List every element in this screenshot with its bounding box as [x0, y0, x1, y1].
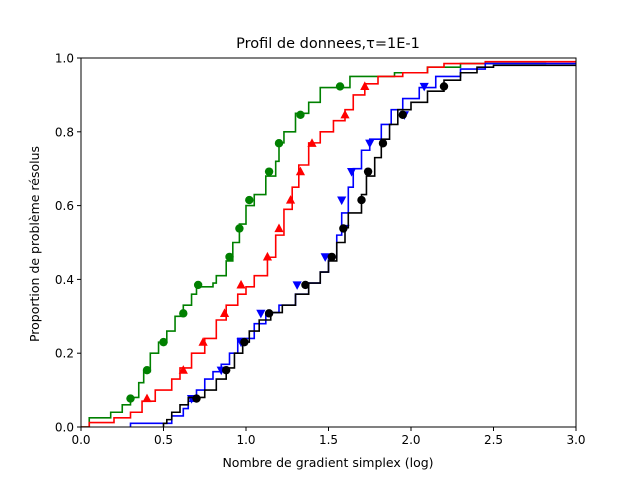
series-1-marker-6	[225, 252, 234, 262]
series-4-marker-5	[301, 280, 310, 290]
plot-area: 0.0 0.5 1.0 1.5 2.0 2.5 3.0 0.0 0.2 0.4 0.6 0.8 1.0	[55, 52, 586, 448]
series-4-marker-9	[363, 167, 373, 176]
series-2-marker-7	[274, 223, 284, 233]
series-2-marker-1	[142, 393, 152, 403]
series-4-marker-1	[192, 394, 201, 403]
series-1-marker-4	[179, 309, 188, 318]
series-4-marker-11	[398, 110, 407, 120]
series-1-marker-5	[193, 280, 203, 290]
chart-title: Profil de donnees,τ=1E-1	[236, 36, 420, 52]
series-2-marker-6	[262, 251, 273, 261]
x-tick-label-2: 0.5	[154, 433, 173, 447]
series-2-marker-5	[236, 279, 246, 289]
series-2-marker-2	[178, 365, 188, 374]
series-group	[81, 60, 576, 427]
series-2-marker-4	[219, 308, 230, 317]
series-1-marker-7	[235, 224, 244, 233]
x-tick-label-3: 1.0	[236, 433, 255, 447]
series-4-marker-4	[264, 309, 274, 318]
y-tick-label-2: 0.2	[55, 347, 74, 361]
y-tick-label-1: 0.0	[55, 421, 74, 435]
series-3-marker-4	[256, 309, 266, 319]
series-2-marker-3	[198, 337, 208, 346]
series-4-marker-8	[357, 195, 366, 205]
series-1-marker-3	[159, 337, 168, 347]
series-3-marker-8	[337, 196, 347, 206]
series-1-marker-12	[335, 82, 345, 91]
series-2-marker-8	[285, 195, 296, 204]
series-1-marker-1	[126, 394, 135, 403]
y-tick-label-5: 0.8	[55, 125, 74, 139]
series-2-marker-12	[360, 81, 370, 91]
series-3-marker-9	[347, 168, 357, 177]
x-tick-label-5: 2.0	[401, 433, 420, 447]
series-4-marker-12	[439, 82, 449, 91]
y-tick-label-3: 0.4	[55, 273, 74, 287]
series-4-marker-3	[240, 337, 249, 347]
series-4-marker-10	[378, 139, 388, 148]
series-4-line	[162, 64, 576, 427]
series-2-line	[81, 60, 576, 427]
y-axis-label: Proportion de problème résolus	[27, 146, 42, 342]
series-4-marker-6	[327, 252, 336, 262]
x-axis-label: Nombre de gradient simplex (log)	[222, 455, 433, 470]
series-4-marker-7	[339, 224, 348, 233]
series-2-marker-9	[295, 166, 306, 176]
series-2-marker-11	[340, 109, 350, 119]
series-1-marker-8	[245, 195, 254, 205]
series-1-marker-9	[264, 167, 274, 176]
x-tick-label-6: 2.5	[484, 433, 503, 447]
series-3-marker-5	[292, 281, 302, 290]
series-4-marker-2	[222, 365, 231, 375]
series-3-marker-12	[419, 82, 429, 92]
y-tick-label-4: 0.6	[55, 199, 74, 213]
series-3-marker-6	[320, 253, 330, 262]
series-2-marker-10	[307, 138, 317, 147]
x-tick-label-1: 0.0	[71, 433, 90, 447]
series-1-marker-11	[296, 110, 305, 120]
series-1-line	[81, 62, 547, 427]
x-tick-label-7: 3.0	[566, 433, 585, 447]
series-1-marker-2	[142, 365, 152, 375]
series-1-marker-10	[274, 139, 284, 148]
series-3-marker-10	[365, 139, 375, 149]
x-tick-label-4: 1.5	[319, 433, 338, 447]
y-tick-label-6: 1.0	[55, 52, 74, 66]
